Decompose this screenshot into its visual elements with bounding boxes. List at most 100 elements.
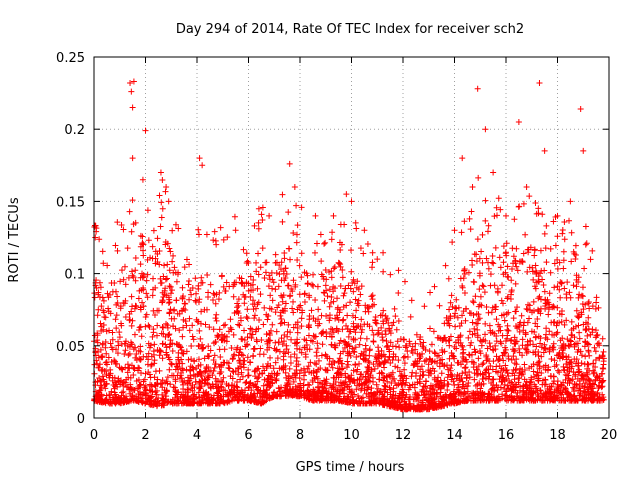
data-point: [301, 290, 308, 297]
data-point: [404, 348, 411, 355]
data-point: [330, 374, 337, 381]
data-point: [211, 228, 218, 235]
data-point: [465, 334, 472, 341]
data-point: [306, 316, 313, 323]
data-point: [167, 381, 174, 388]
data-point: [540, 364, 547, 371]
data-point: [433, 401, 440, 408]
data-point: [355, 395, 362, 402]
data-point: [154, 322, 161, 329]
data-point: [102, 359, 109, 366]
data-point: [590, 360, 597, 367]
data-point: [249, 281, 256, 288]
data-point: [482, 374, 489, 381]
data-point: [282, 388, 289, 395]
data-point: [386, 403, 393, 410]
data-point: [516, 321, 523, 328]
data-point: [421, 358, 428, 365]
data-point: [348, 268, 355, 275]
data-point: [248, 335, 255, 342]
data-point: [594, 340, 601, 347]
data-point: [459, 312, 466, 319]
data-point: [269, 276, 276, 283]
data-point: [228, 382, 235, 389]
data-point: [586, 305, 593, 312]
data-point: [440, 334, 447, 341]
data-point: [189, 333, 196, 340]
data-point: [332, 379, 339, 385]
data-point: [537, 335, 544, 342]
data-point: [91, 361, 98, 368]
data-point: [500, 311, 507, 318]
data-point: [272, 251, 279, 258]
data-point: [251, 368, 258, 375]
data-point: [550, 218, 557, 225]
data-point: [459, 155, 466, 162]
data-point: [566, 289, 573, 296]
data-point: [305, 381, 312, 388]
data-point: [137, 232, 144, 239]
data-point: [459, 343, 466, 350]
data-point: [573, 307, 580, 314]
data-point: [310, 370, 317, 377]
data-point: [337, 337, 344, 344]
data-point: [539, 393, 546, 400]
data-point: [576, 368, 583, 375]
data-point: [344, 358, 351, 365]
data-point: [265, 375, 272, 382]
data-point: [395, 290, 402, 297]
data-point: [294, 222, 301, 229]
data-point: [255, 225, 262, 232]
data-point: [375, 344, 382, 351]
data-point: [330, 298, 337, 305]
data-point: [466, 351, 473, 358]
data-point: [430, 328, 437, 335]
data-point: [344, 312, 351, 319]
data-point: [277, 312, 284, 319]
data-point: [104, 262, 111, 269]
data-point: [270, 365, 277, 372]
data-point: [206, 324, 213, 331]
data-point: [504, 322, 511, 329]
x-tick-label: 4: [193, 428, 201, 443]
data-point: [340, 316, 347, 323]
data-point: [335, 397, 342, 404]
data-point: [274, 355, 281, 362]
data-point: [302, 354, 309, 361]
data-point: [221, 399, 228, 406]
data-point: [356, 376, 363, 383]
data-point: [369, 327, 376, 334]
data-point: [224, 234, 231, 241]
data-point: [188, 291, 195, 298]
data-point: [471, 346, 478, 353]
data-point: [539, 381, 546, 388]
data-point: [122, 281, 129, 288]
data-point: [306, 382, 313, 389]
data-point: [394, 395, 401, 402]
data-point: [167, 337, 174, 344]
data-point: [376, 376, 383, 383]
data-point: [397, 335, 404, 342]
data-point: [369, 296, 376, 303]
data-point: [286, 245, 293, 252]
data-point: [238, 279, 245, 286]
data-point: [457, 392, 464, 399]
data-point: [592, 305, 599, 312]
data-point: [298, 388, 305, 395]
data-point: [467, 226, 474, 233]
data-point: [571, 341, 578, 348]
data-point: [186, 315, 193, 322]
data-point: [493, 316, 500, 323]
data-point: [381, 357, 388, 364]
data-point: [502, 362, 509, 369]
data-point: [178, 369, 185, 376]
data-point: [542, 303, 549, 310]
data-point: [357, 387, 364, 394]
data-point: [445, 275, 452, 282]
data-point: [483, 303, 490, 310]
data-point: [298, 349, 305, 356]
data-point: [468, 339, 475, 346]
data-point: [139, 299, 146, 306]
data-point: [447, 333, 454, 340]
data-point: [337, 263, 344, 270]
